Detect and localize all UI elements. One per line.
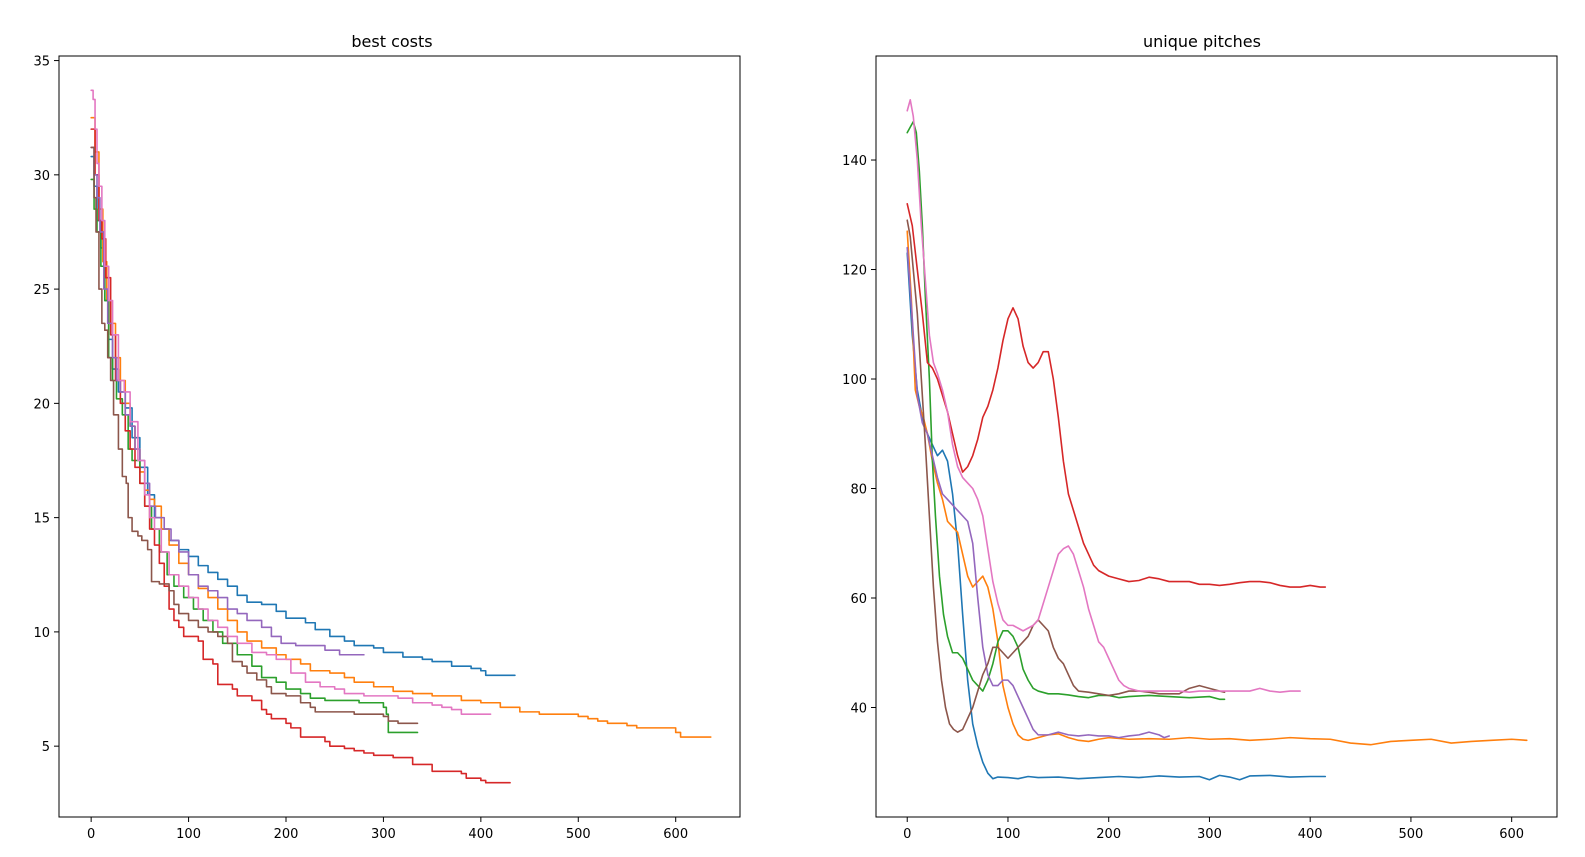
best-costs-x-tick-label: 0 bbox=[87, 827, 95, 842]
unique-pitches-panel: unique pitches 0 100 200 300 400 500 600 40 60 80… bbox=[842, 32, 1558, 842]
best-costs-x-tick-label: 300 bbox=[371, 827, 396, 842]
unique-pitches-y-tick-label: 80 bbox=[850, 483, 867, 498]
best-costs-x-tick-label: 400 bbox=[468, 827, 493, 842]
best-costs-series-line-6 bbox=[90, 146, 419, 725]
best-costs-y-tick-label: 15 bbox=[33, 512, 50, 527]
best-costs-y-tick-label: 25 bbox=[33, 283, 50, 298]
unique-pitches-series-line-5 bbox=[906, 246, 1170, 739]
best-costs-title: best costs bbox=[351, 32, 432, 51]
best-costs-x-tick-label: 200 bbox=[274, 827, 299, 842]
unique-pitches-y-tick-label: 120 bbox=[842, 264, 867, 279]
unique-pitches-axes: 0 100 200 300 400 500 600 40 60 80 100 120 140 bbox=[842, 154, 1524, 842]
unique-pitches-title: unique pitches bbox=[1143, 32, 1261, 51]
best-costs-y-tick-label: 20 bbox=[33, 397, 50, 412]
best-costs-series-line-4 bbox=[90, 128, 511, 784]
best-costs-series-group bbox=[90, 89, 712, 784]
best-costs-y-tick-label: 35 bbox=[33, 55, 50, 70]
unique-pitches-plot-frame bbox=[875, 55, 1558, 818]
best-costs-y-tick-label: 30 bbox=[33, 169, 50, 184]
best-costs-axes: 0 100 200 300 400 500 600 5 10 15 20 25 30 35 bbox=[33, 55, 688, 842]
unique-pitches-y-tick-label: 100 bbox=[842, 373, 867, 388]
unique-pitches-x-tick-label: 600 bbox=[1499, 827, 1524, 842]
best-costs-x-tick-label: 500 bbox=[566, 827, 591, 842]
best-costs-series-line-2 bbox=[90, 116, 712, 738]
best-costs-series-line-1 bbox=[90, 155, 516, 677]
best-costs-x-tick-label: 600 bbox=[663, 827, 688, 842]
unique-pitches-series-line-2 bbox=[906, 230, 1528, 746]
best-costs-y-tick-label: 5 bbox=[42, 740, 50, 755]
best-costs-x-tick-label: 100 bbox=[176, 827, 201, 842]
unique-pitches-y-tick-label: 140 bbox=[842, 154, 867, 169]
unique-pitches-series-line-7 bbox=[906, 99, 1301, 693]
unique-pitches-x-tick-label: 0 bbox=[903, 827, 911, 842]
best-costs-plot-frame bbox=[58, 55, 741, 818]
best-costs-series-line-7 bbox=[90, 89, 492, 715]
unique-pitches-series-group bbox=[906, 99, 1528, 781]
unique-pitches-x-tick-label: 300 bbox=[1197, 827, 1222, 842]
best-costs-panel: best costs 0 100 200 300 400 500 600 5 10 15 20 25 3… bbox=[33, 32, 741, 842]
unique-pitches-y-tick-label: 60 bbox=[850, 592, 867, 607]
unique-pitches-series-line-4 bbox=[906, 203, 1327, 588]
unique-pitches-x-tick-label: 500 bbox=[1399, 827, 1424, 842]
unique-pitches-series-line-3 bbox=[906, 120, 1226, 701]
unique-pitches-x-tick-label: 100 bbox=[996, 827, 1021, 842]
unique-pitches-x-tick-label: 400 bbox=[1298, 827, 1323, 842]
unique-pitches-x-tick-label: 200 bbox=[1096, 827, 1121, 842]
best-costs-series-line-5 bbox=[90, 146, 365, 656]
unique-pitches-series-line-1 bbox=[906, 252, 1327, 781]
unique-pitches-y-tick-label: 40 bbox=[850, 702, 867, 717]
best-costs-y-tick-label: 10 bbox=[33, 626, 50, 641]
